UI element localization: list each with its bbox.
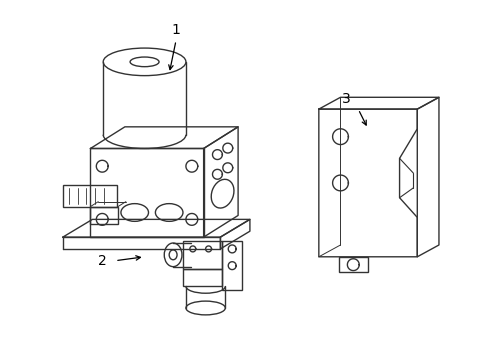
Bar	[222, 241, 242, 290]
Text: 3: 3	[341, 92, 350, 106]
Bar	[338, 257, 367, 271]
Text: 1: 1	[171, 23, 180, 37]
Bar	[183, 241, 222, 269]
Bar	[63, 185, 117, 207]
Bar	[183, 269, 222, 286]
Bar	[90, 207, 118, 224]
Text: 2: 2	[98, 254, 106, 268]
